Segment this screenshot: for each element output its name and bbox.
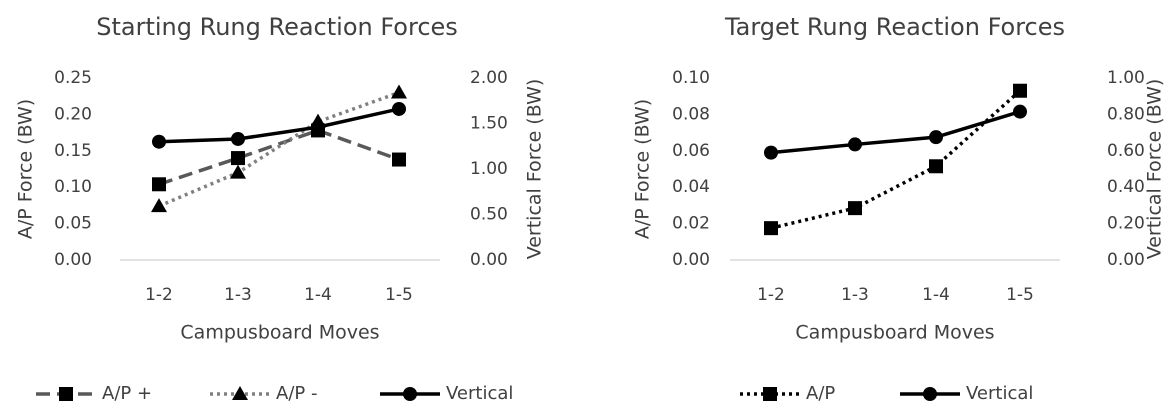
data-point-marker <box>764 145 778 160</box>
legend-marker <box>59 387 73 401</box>
x-tick-label: 1-5 <box>385 285 413 305</box>
y-tick-label: 0.02 <box>672 214 710 234</box>
x-tick-label: 1-4 <box>304 285 332 305</box>
x-tick-label: 1-3 <box>841 285 869 305</box>
chart-title: Starting Rung Reaction Forces <box>96 13 458 41</box>
data-point-marker <box>764 221 778 236</box>
y2-tick-label: 0.60 <box>1107 141 1145 161</box>
y2-tick-label: 0.00 <box>1107 250 1145 270</box>
data-point-marker <box>929 159 943 174</box>
y2-tick-label: 2.00 <box>470 68 508 88</box>
data-point-marker <box>929 130 943 145</box>
y-tick-label: 0.05 <box>54 214 92 234</box>
y2-tick-label: 1.50 <box>470 114 508 134</box>
data-point-marker <box>848 137 862 152</box>
x-tick-label: 1-2 <box>757 285 785 305</box>
y2-tick-label: 1.00 <box>470 159 508 179</box>
y-tick-label: 0.08 <box>672 104 710 124</box>
series-line <box>770 109 1021 155</box>
data-point-marker <box>1013 83 1027 98</box>
y-tick-label: 0.10 <box>54 177 92 197</box>
y-axis-label: A/P Force (BW) <box>15 99 37 239</box>
legend-marker <box>403 387 417 401</box>
legend-label: A/P - <box>276 383 317 404</box>
legend-label: Vertical <box>966 383 1033 404</box>
legend-marker <box>763 387 777 401</box>
data-point-marker <box>151 198 167 213</box>
y2-tick-label: 0.00 <box>470 250 508 270</box>
legend-label: A/P + <box>102 383 152 404</box>
data-point-marker <box>1013 104 1027 119</box>
y2-tick-label: 0.40 <box>1107 177 1145 197</box>
y2-axis-label: Vertical Force (BW) <box>524 79 546 260</box>
data-point-marker <box>230 164 246 179</box>
x-axis-label: Campusboard Moves <box>180 322 379 344</box>
data-point-marker <box>231 131 245 146</box>
y2-tick-label: 0.80 <box>1107 104 1145 124</box>
x-axis-label: Campusboard Moves <box>795 322 994 344</box>
data-point-marker <box>152 177 166 192</box>
series-line <box>158 128 400 186</box>
y-axis-label: A/P Force (BW) <box>632 99 654 239</box>
x-tick-label: 1-3 <box>224 285 252 305</box>
legend-marker <box>923 387 937 401</box>
y-tick-label: 0.20 <box>54 104 92 124</box>
x-tick-label: 1-5 <box>1006 285 1034 305</box>
legend-label: Vertical <box>446 383 513 404</box>
series-line <box>770 89 1022 230</box>
y2-tick-label: 0.50 <box>470 205 508 225</box>
y-tick-label: 0.00 <box>672 250 710 270</box>
y2-axis-label: Vertical Force (BW) <box>1144 79 1166 260</box>
series-line <box>158 90 400 208</box>
x-tick-label: 1-2 <box>145 285 173 305</box>
y-tick-label: 0.25 <box>54 68 92 88</box>
y-tick-label: 0.04 <box>672 177 710 197</box>
data-point-marker <box>152 134 166 149</box>
x-tick-label: 1-4 <box>922 285 950 305</box>
data-point-marker <box>392 101 406 116</box>
data-point-marker <box>391 84 407 99</box>
y2-tick-label: 1.00 <box>1107 68 1145 88</box>
series-line <box>158 107 400 144</box>
legend-marker <box>232 386 248 400</box>
data-point-marker <box>848 201 862 216</box>
data-point-marker <box>311 120 325 135</box>
legend-label: A/P <box>806 383 835 404</box>
chart-starting-rung: Starting Rung Reaction Forces 0.00 0.05 0.1… <box>15 13 546 404</box>
chart-target-rung: Target Rung Reaction Forces 0.00 0.02 0.04 0… <box>632 13 1166 404</box>
y-tick-label: 0.15 <box>54 141 92 161</box>
data-point-marker <box>231 151 245 166</box>
y-tick-label: 0.00 <box>54 250 92 270</box>
y-tick-label: 0.10 <box>672 68 710 88</box>
data-point-marker <box>392 152 406 167</box>
chart-title: Target Rung Reaction Forces <box>724 13 1065 41</box>
y2-tick-label: 0.20 <box>1107 214 1145 234</box>
y-tick-label: 0.06 <box>672 141 710 161</box>
